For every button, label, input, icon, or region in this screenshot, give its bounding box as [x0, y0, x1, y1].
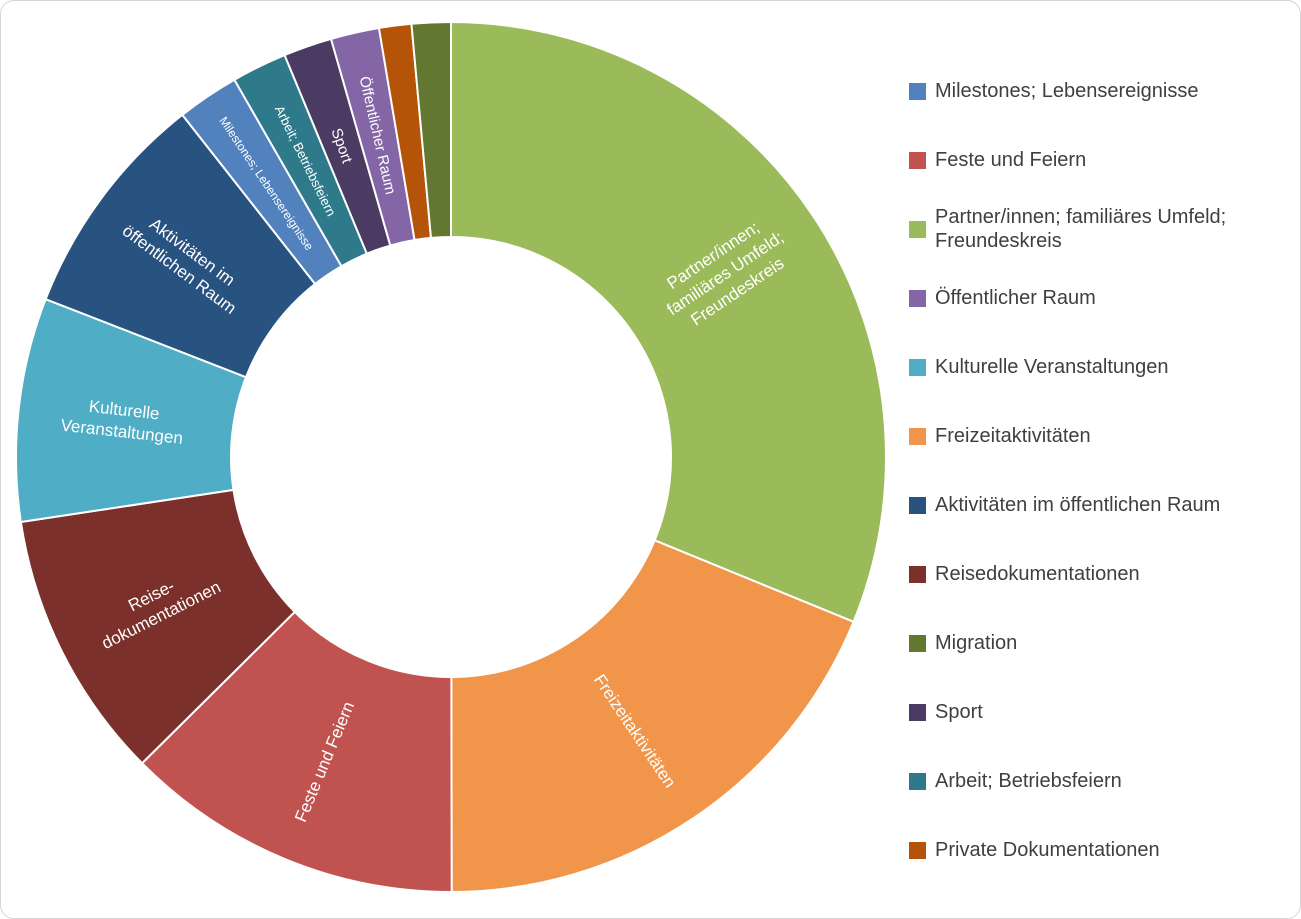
legend-label: Feste und Feiern: [935, 148, 1087, 171]
legend-item: Öffentlicher Raum: [909, 264, 1291, 333]
legend-swatch: [909, 842, 926, 859]
donut-slice-1: [450, 21, 887, 623]
donut-slice-3: [141, 610, 453, 894]
donut-chart-area: Partner/innen;familiäres Umfeld;Freundes…: [1, 1, 901, 918]
legend-item: Sport: [909, 678, 1291, 747]
legend-label: Arbeit; Betriebsfeiern: [935, 769, 1122, 792]
legend-swatch: [909, 566, 926, 583]
donut-chart: Partner/innen;familiäres Umfeld;Freundes…: [14, 20, 887, 894]
legend-label: Kulturelle Veranstaltungen: [935, 355, 1169, 378]
legend-swatch: [909, 773, 926, 790]
legend-label: Öffentlicher Raum: [935, 286, 1096, 309]
legend-label: Aktivitäten im öffentlichen Raum: [935, 493, 1221, 516]
legend-swatch: [909, 704, 926, 721]
legend-item: Private Dokumentationen: [909, 816, 1291, 885]
legend-label: Reisedokumentationen: [935, 562, 1140, 585]
legend-item: Aktivitäten im öffentlichen Raum: [909, 471, 1291, 540]
legend-swatch: [909, 152, 926, 169]
legend-swatch: [909, 83, 926, 100]
legend-swatch: [909, 359, 926, 376]
legend-swatch: [909, 221, 926, 238]
legend-label: Freizeitaktivitäten: [935, 424, 1091, 447]
legend-swatch: [909, 290, 926, 307]
legend-item: Kulturelle Veranstaltungen: [909, 333, 1291, 402]
legend-item: Milestones; Lebensereignisse: [909, 57, 1291, 126]
legend-item: Arbeit; Betriebsfeiern: [909, 747, 1291, 816]
chart-legend: Milestones; Lebensereignisse Feste und Fe…: [909, 57, 1291, 885]
legend-label: Migration: [935, 631, 1018, 654]
legend-label: Partner/innen; familiäres Umfeld; Freund…: [935, 205, 1227, 252]
legend-item: Reisedokumentationen: [909, 540, 1291, 609]
legend-item: Partner/innen; familiäres Umfeld; Freund…: [909, 195, 1291, 264]
legend-swatch: [909, 428, 926, 445]
legend-item: Feste und Feiern: [909, 126, 1291, 195]
legend-label: Milestones; Lebensereignisse: [935, 79, 1199, 102]
donut-slice-2: [450, 539, 855, 893]
legend-item: Freizeitaktivitäten: [909, 402, 1291, 471]
legend-label: Sport: [935, 700, 983, 723]
legend-swatch: [909, 635, 926, 652]
legend-label: Private Dokumentationen: [935, 838, 1160, 861]
donut-slice-12: [410, 20, 452, 239]
legend-swatch: [909, 497, 926, 514]
legend-item: Migration: [909, 609, 1291, 678]
